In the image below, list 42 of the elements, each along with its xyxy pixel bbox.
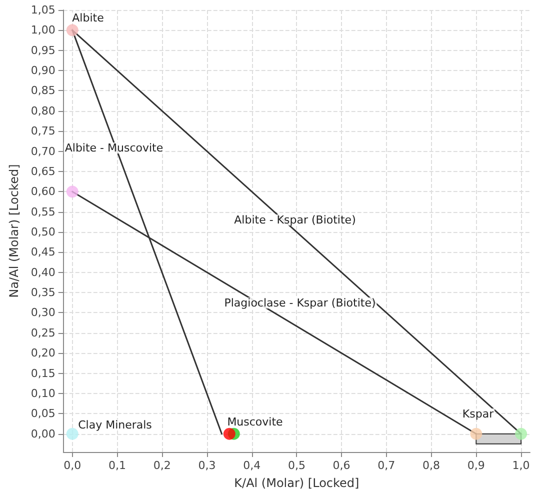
x-tick-label: 0,9 — [467, 459, 485, 472]
y-tick-label: 0,90 — [30, 64, 56, 78]
annotation: Albite — [72, 12, 104, 24]
y-axis-title: Na/Al (Molar) [Locked] — [7, 164, 21, 298]
y-tick-label: 0,75 — [30, 124, 56, 138]
y-tick-label: 0,20 — [30, 346, 56, 360]
y-tick-label: 0,05 — [30, 407, 56, 420]
annotation: Muscovite — [227, 416, 284, 428]
y-tick-label: 1,00 — [30, 24, 56, 37]
annotation: Clay Minerals — [78, 418, 152, 432]
y-tick-label: 0,35 — [30, 286, 56, 300]
x-tick-label: 0,0 — [64, 459, 82, 472]
x-tick-label: 0,4 — [243, 459, 261, 472]
y-tick-label: 0,95 — [30, 44, 56, 57]
x-tick-label: 0,3 — [198, 459, 216, 472]
x-tick-label: 1,0 — [512, 459, 530, 472]
y-tick-label: 0,80 — [30, 104, 56, 118]
y-tick-label: 0,00 — [30, 427, 56, 440]
y-tick-label: 0,50 — [30, 226, 56, 239]
annotation: Plagioclase - Kspar (Biotite) — [224, 296, 376, 310]
y-tick-label: 0,85 — [30, 84, 56, 98]
y-tick-label: 0,60 — [30, 185, 56, 198]
y-tick-label: 0,30 — [30, 306, 56, 320]
y-tick-label: 0,15 — [30, 366, 56, 380]
annotation: Kspar — [462, 408, 494, 420]
x-tick-label: 0,8 — [422, 459, 440, 472]
x-axis-title: K/Al (Molar) [Locked] — [234, 476, 360, 490]
y-tick-label: 0,25 — [30, 326, 56, 340]
y-tick-label: 1,05 — [30, 4, 56, 16]
y-tick-label: 0,65 — [30, 164, 56, 178]
y-tick-label: 0,40 — [30, 266, 56, 279]
y-tick-label: 0,10 — [30, 386, 56, 400]
x-tick-label: 0,6 — [332, 459, 350, 472]
y-tick-label: 0,45 — [30, 246, 56, 259]
y-tick-label: 0,55 — [30, 205, 56, 218]
x-tick-label: 0,2 — [153, 459, 171, 472]
x-tick-label: 0,7 — [378, 459, 396, 472]
y-tick-label: 0,70 — [30, 144, 56, 158]
x-tick-label: 0,1 — [108, 459, 126, 472]
annotation: Albite - Kspar (Biotite) — [234, 214, 356, 226]
annotation: Albite - Muscovite — [64, 142, 164, 154]
x-tick-label: 0,5 — [288, 459, 306, 472]
